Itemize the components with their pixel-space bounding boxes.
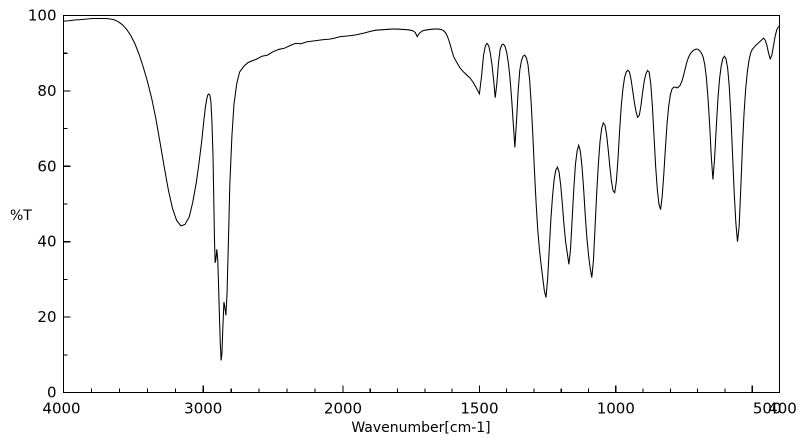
x-tick-label: 500 [753, 400, 782, 418]
y-tick-label: 40 [37, 233, 56, 251]
x-tick-label: 2000 [324, 400, 362, 418]
y-tick-label: 80 [37, 82, 56, 100]
y-tick-label: 20 [37, 308, 56, 326]
x-tick-label: 4000 [42, 400, 80, 418]
spectrum-trace-group [63, 17, 780, 361]
x-tick-label: 400 [768, 400, 797, 418]
x-tick-label: 1500 [460, 400, 498, 418]
x-axis-title: Wavenumber[cm-1] [351, 420, 490, 436]
y-axis-title: %T [10, 208, 32, 224]
plot-frame [62, 14, 781, 394]
y-tick-label: 60 [37, 157, 56, 175]
y-tick-label: 0 [47, 384, 57, 402]
x-tick-label: 3000 [184, 400, 222, 418]
y-tick-labels: 0 20 40 60 80 100 [28, 7, 57, 402]
x-tick-label: 1000 [597, 400, 635, 418]
y-tick-label: 100 [28, 7, 57, 25]
axis-ticks [62, 14, 781, 394]
spectrum-trace [63, 17, 780, 361]
